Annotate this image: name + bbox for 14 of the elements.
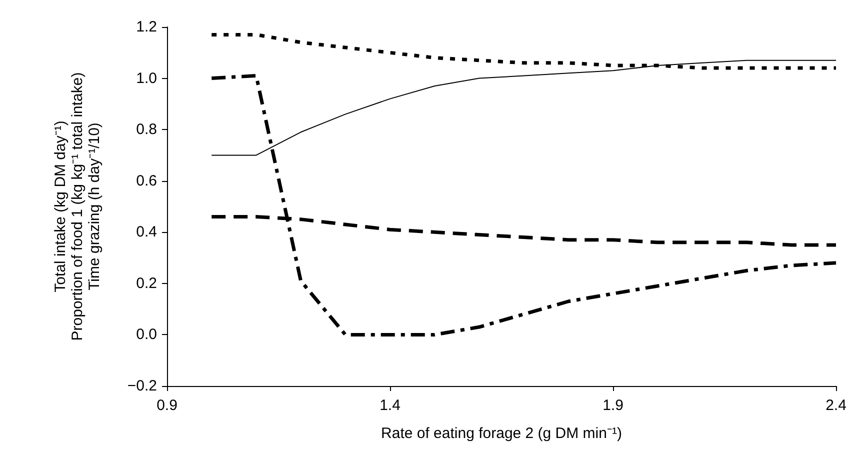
x-tick-label: 2.4	[826, 397, 846, 414]
y-tick-label: 0.0	[136, 326, 157, 344]
y-tick-label: 0.8	[136, 121, 157, 138]
y-tick-label: 0.6	[136, 172, 157, 190]
x-tick-label: 1.9	[602, 397, 624, 414]
y-tick-label: 1.0	[136, 70, 157, 87]
y-axis-title: Total intake (kg DM day⁻¹) Proportion of food 1 (kg kg⁻¹ total intake) Time grazing (h day⁻¹/10)	[52, 72, 103, 341]
y-tick-label: 0.4	[136, 224, 157, 241]
y-tick-label: 0.2	[136, 274, 157, 292]
x-axis-title: Rate of eating forage 2 (g DM min⁻¹)	[381, 425, 622, 442]
y-tick-label: −0.2	[127, 378, 157, 394]
y-tick-label: 1.2	[136, 18, 157, 36]
x-tick-label: 1.4	[380, 397, 400, 414]
x-tick-label: 0.9	[156, 397, 178, 414]
